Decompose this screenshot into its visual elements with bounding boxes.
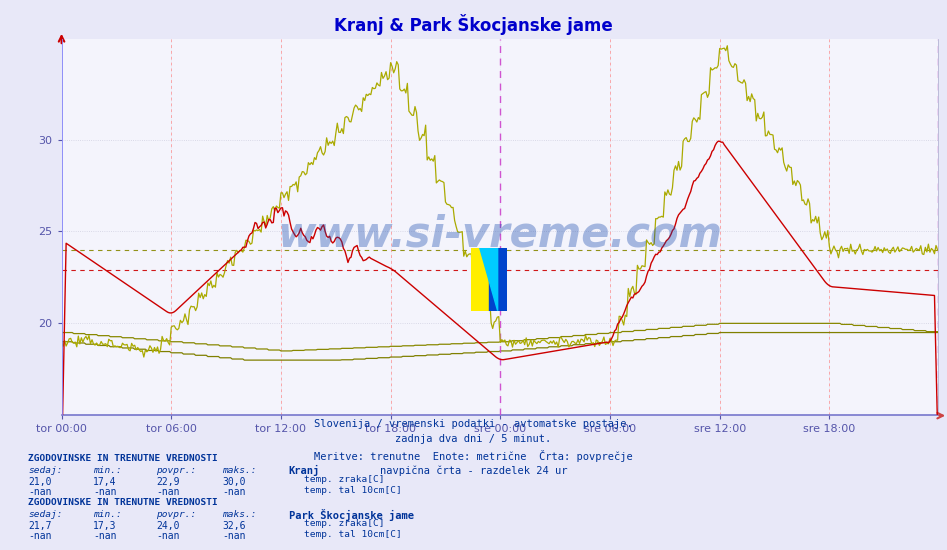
Text: maks.:: maks.: [223, 510, 257, 519]
Bar [489, 248, 507, 311]
Text: ZGODOVINSKE IN TRENUTNE VREDNOSTI: ZGODOVINSKE IN TRENUTNE VREDNOSTI [28, 498, 218, 507]
Text: Park Škocjanske jame: Park Škocjanske jame [289, 509, 414, 521]
Text: 17,3: 17,3 [93, 521, 116, 531]
Text: 32,6: 32,6 [223, 521, 246, 531]
Text: min.:: min.: [93, 510, 121, 519]
Text: -nan: -nan [93, 531, 116, 541]
Text: ZGODOVINSKE IN TRENUTNE VREDNOSTI: ZGODOVINSKE IN TRENUTNE VREDNOSTI [28, 454, 218, 463]
Text: temp. zraka[C]: temp. zraka[C] [304, 475, 384, 483]
Text: Kranj & Park Škocjanske jame: Kranj & Park Škocjanske jame [334, 14, 613, 35]
Text: -nan: -nan [28, 531, 52, 541]
Text: 22,9: 22,9 [156, 477, 180, 487]
Text: 21,7: 21,7 [28, 521, 52, 531]
Text: temp. tal 10cm[C]: temp. tal 10cm[C] [304, 486, 402, 494]
Text: www.si-vreme.com: www.si-vreme.com [277, 213, 722, 255]
Text: sedaj:: sedaj: [28, 466, 63, 475]
Bar [471, 248, 489, 311]
Text: 30,0: 30,0 [223, 477, 246, 487]
Text: Kranj: Kranj [289, 465, 320, 476]
Text: sedaj:: sedaj: [28, 510, 63, 519]
Text: 21,0: 21,0 [28, 477, 52, 487]
Polygon shape [480, 248, 498, 311]
Text: -nan: -nan [156, 487, 180, 497]
Text: povpr.:: povpr.: [156, 466, 197, 475]
Text: temp. zraka[C]: temp. zraka[C] [304, 519, 384, 527]
Text: zadnja dva dni / 5 minut.: zadnja dva dni / 5 minut. [396, 434, 551, 444]
Text: -nan: -nan [28, 487, 52, 497]
Text: -nan: -nan [223, 487, 246, 497]
Text: Meritve: trenutne  Enote: metrične  Črta: povprečje: Meritve: trenutne Enote: metrične Črta: … [314, 450, 633, 462]
Text: 17,4: 17,4 [93, 477, 116, 487]
Text: navpična črta - razdelek 24 ur: navpična črta - razdelek 24 ur [380, 465, 567, 476]
Text: povpr.:: povpr.: [156, 510, 197, 519]
Text: 24,0: 24,0 [156, 521, 180, 531]
Text: -nan: -nan [156, 531, 180, 541]
Text: min.:: min.: [93, 466, 121, 475]
Text: temp. tal 10cm[C]: temp. tal 10cm[C] [304, 530, 402, 538]
Text: -nan: -nan [93, 487, 116, 497]
Text: maks.:: maks.: [223, 466, 257, 475]
Text: -nan: -nan [223, 531, 246, 541]
Text: Slovenija / vremenski podatki - avtomatske postaje.: Slovenija / vremenski podatki - avtomats… [314, 419, 633, 429]
